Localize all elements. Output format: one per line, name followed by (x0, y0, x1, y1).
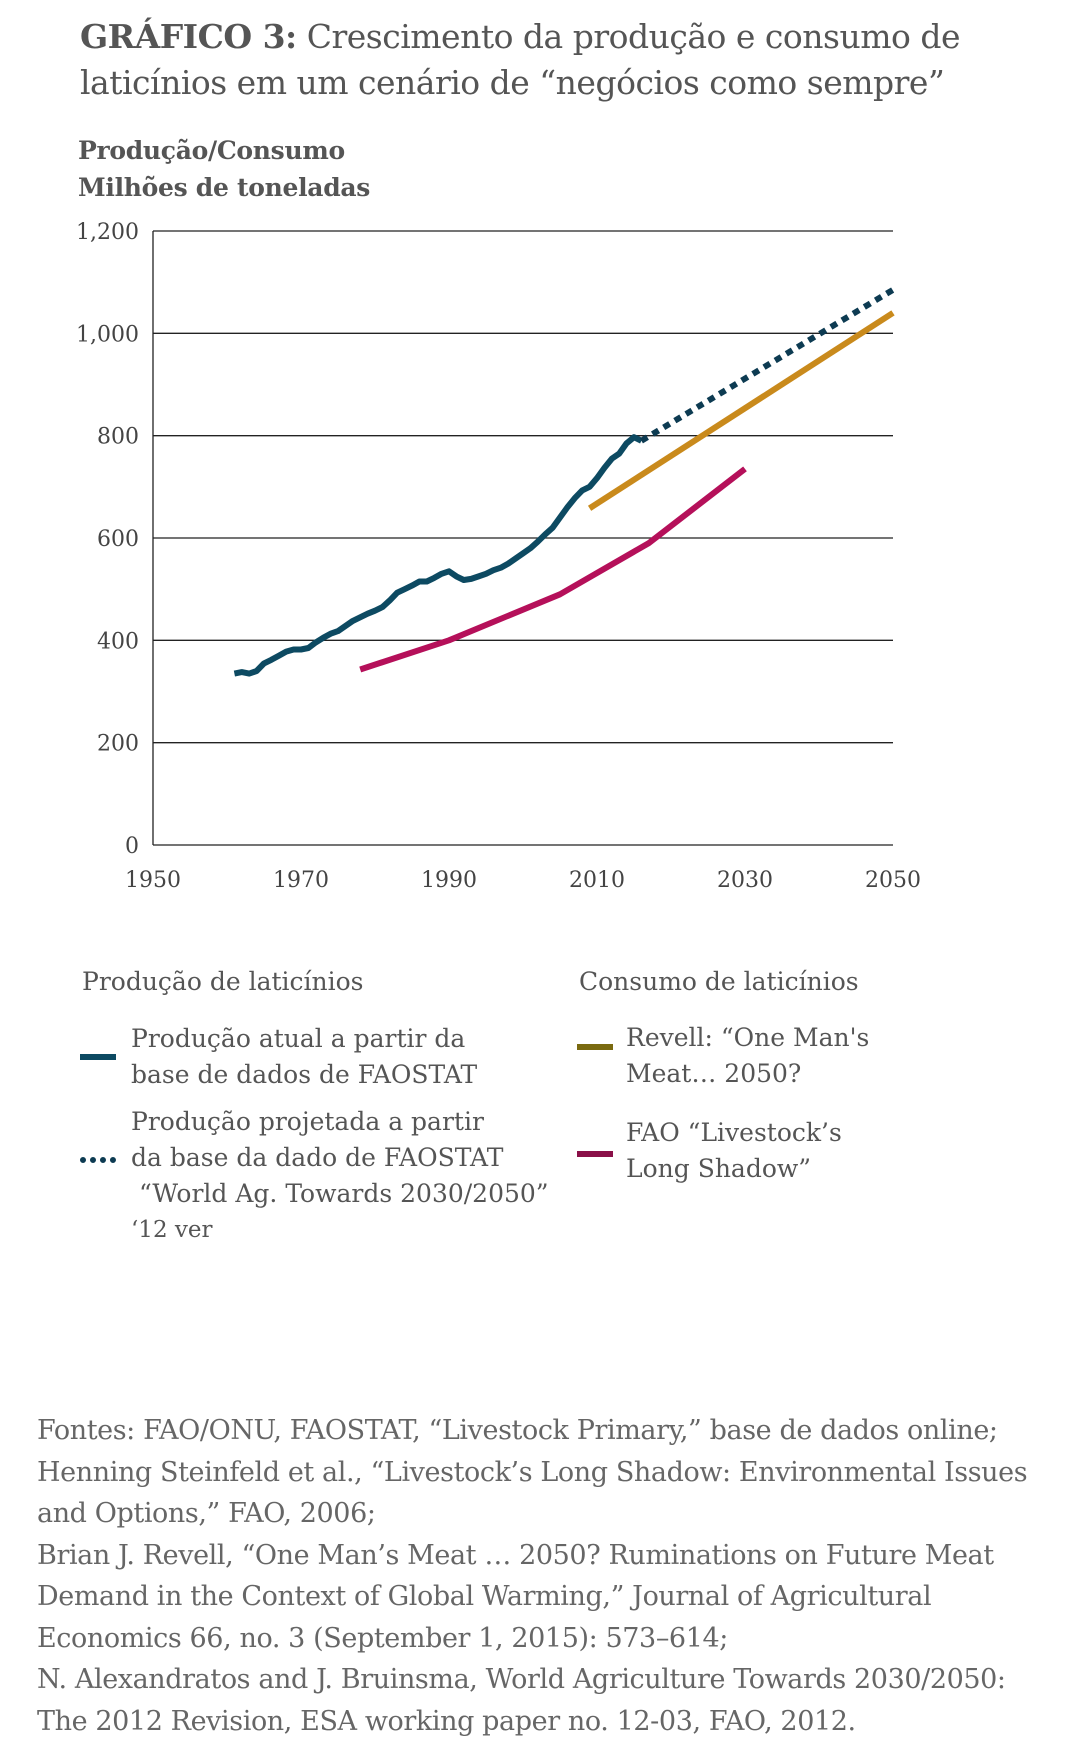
legend-projected-line2: da base da dado de FAOSTAT (131, 1143, 504, 1172)
chart-title-number: GRÁFICO 3: (80, 17, 297, 56)
dairy-line-chart: 0 200 400 600 800 1,000 1,200 1950 1970 1990 2010 2… (76, 220, 921, 893)
source-line: and Options,” FAO, 2006; (37, 1498, 376, 1529)
legend-swatch-projected (80, 1157, 116, 1163)
y-tick-label: 200 (97, 732, 139, 757)
legend-fao-line2: Long Shadow” (626, 1154, 812, 1183)
y-tick-label: 800 (97, 425, 139, 450)
series-line-revell (587, 310, 895, 511)
source-line: The 2012 Revision, ESA working paper no.… (37, 1705, 856, 1737)
source-line: Demand in the Context of Global Warming,… (37, 1581, 932, 1612)
x-tick-label: 2050 (865, 868, 921, 893)
y-tick-label: 1,200 (76, 220, 139, 245)
y-axis-label-line2: Milhões de toneladas (78, 173, 371, 202)
y-axis-label-line1: Produção/Consumo (78, 136, 345, 165)
legend-projected-line4: ‘12 ver (131, 1217, 213, 1243)
legend-revell-line1: Revell: “One Man's (626, 1023, 870, 1052)
axis-ticks: 0 200 400 600 800 1,000 1,200 1950 1970 1990 2010 2… (76, 220, 921, 893)
legend-projected-line1: Produção projetada a partir (131, 1107, 484, 1136)
x-tick-label: 1970 (273, 868, 329, 893)
legend-revell-line2: Meat… 2050? (626, 1059, 802, 1088)
series-line-production (233, 434, 643, 677)
grid-lines (152, 230, 893, 846)
sources-block: Fontes: FAO/ONU, FAOSTAT, “Livestock Pri… (37, 1410, 1057, 1742)
y-axis-label: Produção/Consumo Milhões de toneladas (78, 132, 370, 206)
x-tick-label: 2030 (717, 868, 773, 893)
source-line: Henning Steinfeld et al., “Livestock’s L… (37, 1456, 1028, 1488)
legend-swatch-actual (80, 1054, 116, 1060)
series-group (233, 287, 895, 677)
chart-title-text: Crescimento da produção e consumo de lat… (80, 17, 961, 102)
legend-swatch-revell (577, 1044, 613, 1050)
source-line: Economics 66, no. 3 (September 1, 2015):… (37, 1622, 728, 1654)
legend-actual-line1: Produção atual a partir da (131, 1024, 466, 1053)
legend-consumption-header: Consumo de laticínios (579, 967, 859, 996)
chart-title: GRÁFICO 3: Crescimento da produção e con… (80, 14, 1040, 106)
legend-item-revell: Revell: “One Man's Meat… 2050? (626, 1020, 869, 1092)
source-line: Fontes: FAO/ONU, FAOSTAT, “Livestock Pri… (37, 1415, 998, 1446)
x-tick-label: 1950 (125, 868, 181, 893)
legend-item-fao: FAO “Livestock’s Long Shadow” (626, 1115, 842, 1187)
legend-production-header: Produção de laticínios (82, 967, 364, 996)
x-tick-label: 1990 (421, 868, 477, 893)
legend-item-projected: Produção projetada a partir da base da d… (131, 1104, 549, 1248)
legend-projected-line3: “World Ag. Towards 2030/2050” (131, 1179, 549, 1208)
legend-actual-line2: base de dados de FAOSTAT (131, 1060, 478, 1089)
legend-swatch-fao (577, 1151, 613, 1157)
series-line-fao (359, 466, 747, 673)
y-tick-label: 1,000 (76, 322, 139, 347)
y-tick-label: 400 (97, 629, 139, 654)
y-tick-label: 600 (97, 527, 139, 552)
source-line: Brian J. Revell, “One Man’s Meat … 2050?… (37, 1539, 994, 1571)
series-line-projection (639, 287, 895, 444)
legend-fao-line1: FAO “Livestock’s (626, 1118, 842, 1147)
source-line: N. Alexandratos and J. Bruinsma, World A… (37, 1664, 1006, 1695)
legend-item-actual: Produção atual a partir da base de dados… (131, 1021, 477, 1093)
y-tick-label: 0 (125, 834, 139, 859)
x-tick-label: 2010 (569, 868, 625, 893)
